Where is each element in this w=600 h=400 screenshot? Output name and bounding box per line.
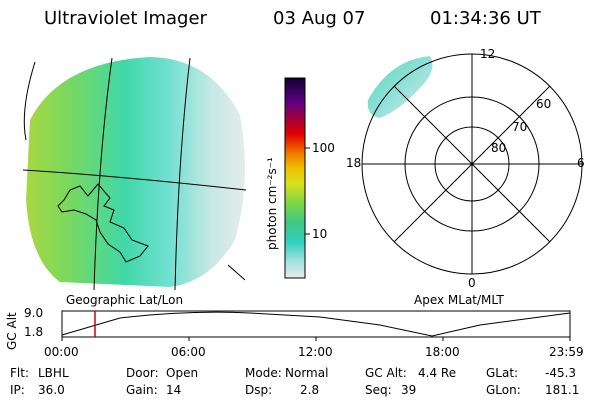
altitude-xtick-2359: 23:59 — [549, 345, 584, 359]
right-map-caption: Apex MLat/MLT — [414, 293, 504, 307]
mlat-label-80: 80 — [491, 141, 507, 155]
altitude-curve — [61, 311, 571, 337]
glon-value: 181.1 — [545, 383, 580, 397]
mode-label: Mode: — [245, 366, 282, 380]
gcalt-value: 4.4 Re — [418, 366, 457, 380]
altitude-xtick-1800: 18:00 — [425, 345, 460, 359]
instrument-title: Ultraviolet Imager — [44, 8, 207, 29]
polar-plot — [361, 53, 583, 275]
altitude-ylabel: GC Alt — [5, 312, 19, 350]
mlt-label-0: 0 — [468, 276, 476, 290]
left-map-caption: Geographic Lat/Lon — [66, 293, 184, 307]
ip-value: 36.0 — [38, 383, 65, 397]
colorbar-tick-100: 100 — [312, 141, 335, 155]
gain-label: Gain: — [126, 383, 158, 397]
door-value: Open — [166, 366, 199, 380]
time-label: 01:34:36 UT — [430, 8, 541, 29]
colorbar-tick-10: 10 — [312, 227, 328, 241]
altitude-ytick-9: 9.0 — [24, 306, 44, 320]
gcalt-label: GC Alt: — [365, 366, 407, 380]
dsp-label: Dsp: — [245, 383, 273, 397]
dsp-value: 2.8 — [300, 383, 320, 397]
date-label: 03 Aug 07 — [273, 8, 366, 29]
mlt-label-6: 6 — [577, 156, 585, 170]
ip-label: IP: — [10, 383, 25, 397]
left-map-emission — [26, 57, 245, 287]
seq-label: Seq: — [365, 383, 392, 397]
seq-value: 39 — [401, 383, 417, 397]
coastline — [57, 183, 149, 263]
gain-value: 14 — [166, 383, 182, 397]
altitude-plot — [61, 310, 571, 341]
door-label: Door: — [126, 366, 159, 380]
altitude-ytick-1-8: 1.8 — [24, 325, 44, 339]
graticule — [22, 57, 247, 291]
glat-value: -45.3 — [545, 366, 577, 380]
mlat-label-60: 60 — [536, 97, 552, 111]
altitude-xtick-1200: 12:00 — [298, 345, 333, 359]
mlt-label-18: 18 — [346, 156, 362, 170]
mlt-label-12: 12 — [480, 47, 496, 61]
flt-value: LBHL — [38, 366, 69, 380]
glon-label: GLon: — [486, 383, 521, 397]
glat-label: GLat: — [486, 366, 519, 380]
left-map — [22, 57, 247, 291]
altitude-xtick-0000: 00:00 — [44, 345, 79, 359]
colorbar-unit-label: photon cm⁻²s⁻¹ — [265, 157, 279, 250]
mode-value: Normal — [285, 366, 329, 380]
mlat-label-70: 70 — [512, 120, 528, 134]
colorbar — [284, 77, 310, 279]
polar-emission — [367, 56, 433, 118]
flt-label: Flt: — [10, 366, 29, 380]
altitude-xtick-0600: 06:00 — [171, 345, 206, 359]
